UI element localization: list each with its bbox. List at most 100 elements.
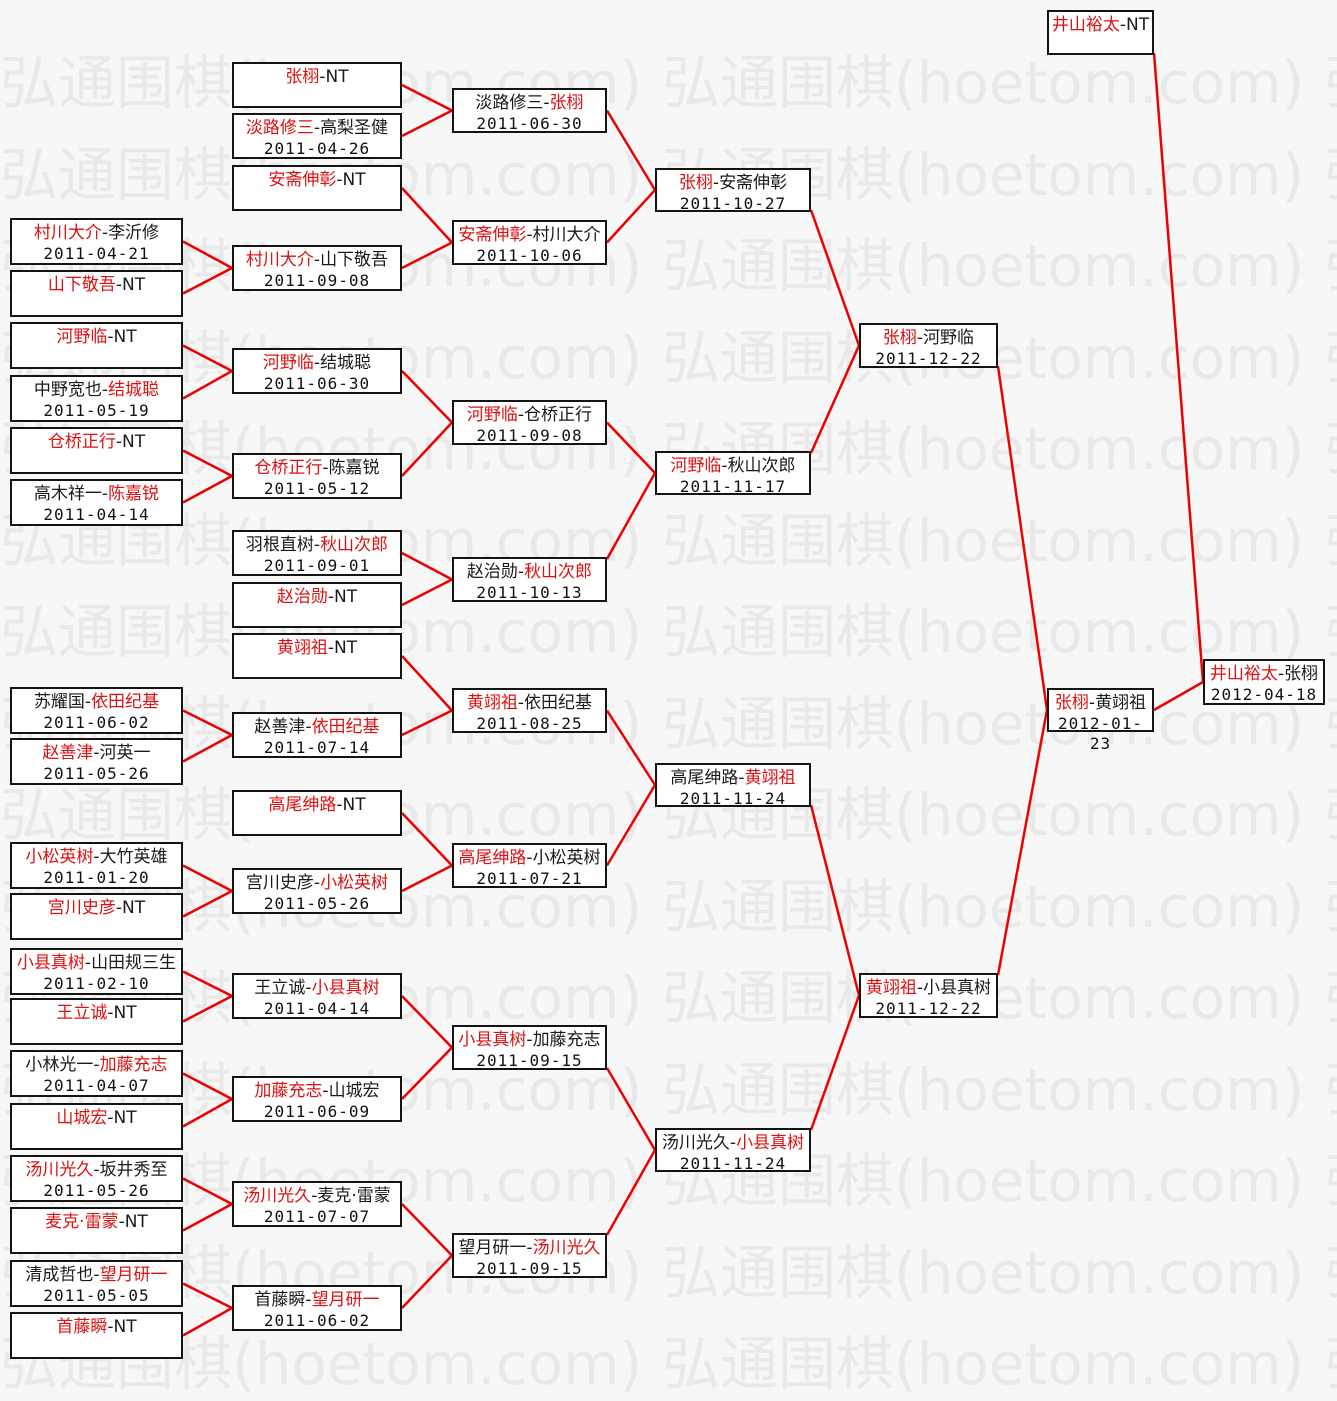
match-date: 2011-05-05 <box>43 1286 150 1305</box>
player1-name: 小县真树 <box>16 953 85 973</box>
match-box-a16: 麦克·雷蒙-NT <box>10 1207 183 1254</box>
players-separator: - <box>916 978 924 998</box>
match-box-e2[interactable]: 黄翊祖-小县真树 2011-12-22 <box>859 973 998 1018</box>
match-box-b15[interactable]: 汤川光久-麦克·雷蒙 2011-07-07 <box>232 1181 402 1227</box>
players-separator: - <box>517 405 525 425</box>
match-box-a1[interactable]: 村川大介-李沂修 2011-04-21 <box>10 218 183 265</box>
match-box-b2[interactable]: 淡路修三-高梨圣健 2011-04-26 <box>232 113 402 159</box>
match-box-b7[interactable]: 羽根直树-秋山次郎 2011-09-01 <box>232 530 402 576</box>
players-separator: - <box>107 1317 114 1337</box>
player1-name: 仓桥正行 <box>254 458 323 478</box>
player2-name: 依田纪基 <box>311 717 380 737</box>
player1-name: 苏耀国 <box>33 692 85 712</box>
player2-name: 黄翊祖 <box>744 768 796 788</box>
player1-name: 赵善津 <box>254 717 306 737</box>
match-box-b13[interactable]: 王立诚-小县真树 2011-04-14 <box>232 973 402 1019</box>
player2-name: 结城聪 <box>108 380 160 400</box>
match-date: 2011-05-26 <box>43 1181 150 1200</box>
match-box-d1[interactable]: 张栩-安斋伸彰 2011-10-27 <box>655 168 811 213</box>
match-box-c1[interactable]: 淡路修三-张栩 2011-06-30 <box>452 88 607 133</box>
match-players: 汤川光久-小县真树 <box>657 1133 809 1154</box>
players-separator: - <box>712 173 720 193</box>
match-box-c8[interactable]: 望月研一-汤川光久 2011-09-15 <box>452 1233 607 1278</box>
match-box-b1: 张栩-NT <box>232 62 402 108</box>
player1-name: 张栩 <box>678 173 713 193</box>
players-separator: - <box>84 953 92 973</box>
match-box-a17[interactable]: 清成哲也-望月研一 2011-05-05 <box>10 1260 183 1307</box>
match-box-d3[interactable]: 高尾绅路-黄翊祖 2011-11-24 <box>655 763 811 808</box>
match-box-b4[interactable]: 村川大介-山下敬吾 2011-09-08 <box>232 245 402 291</box>
connector-line <box>401 109 453 138</box>
player1-name: 安斋伸彰 <box>268 170 337 190</box>
match-box-b6[interactable]: 仓桥正行-陈嘉锐 2011-05-12 <box>232 453 402 499</box>
player1-name: 黄翊祖 <box>865 978 917 998</box>
match-players: 宫川史彦-NT <box>12 898 181 919</box>
match-box-b10[interactable]: 赵善津-依田纪基 2011-07-14 <box>232 712 402 758</box>
connector-line <box>606 189 656 244</box>
match-date: 2011-06-02 <box>43 713 150 732</box>
match-date: 2011-10-13 <box>476 583 583 602</box>
match-box-a6[interactable]: 高木祥一-陈嘉锐 2011-04-14 <box>10 479 183 526</box>
match-box-f2[interactable]: 张栩-黄翊祖 2012-01-23 <box>1047 688 1154 753</box>
player1-name: 河野临 <box>670 456 722 476</box>
player1-name: 安斋伸彰 <box>458 225 527 245</box>
player2-name: 依田纪基 <box>524 693 593 713</box>
match-box-g1[interactable]: 井山裕太-张栩 2012-04-18 <box>1203 659 1325 705</box>
player1-name: 黄翊祖 <box>466 693 518 713</box>
match-box-e1[interactable]: 张栩-河野临 2011-12-22 <box>859 323 998 368</box>
match-box-c2[interactable]: 安斋伸彰-村川大介 2011-10-06 <box>452 220 607 265</box>
match-box-c4[interactable]: 赵治勋-秋山次郎 2011-10-13 <box>452 557 607 602</box>
connector-line <box>605 1067 657 1151</box>
match-date: 2011-09-15 <box>476 1259 583 1278</box>
match-box-c3[interactable]: 河野临-仓桥正行 2011-09-08 <box>452 400 607 445</box>
match-box-b5[interactable]: 河野临-结城聪 2011-06-30 <box>232 348 402 394</box>
match-date: 2011-04-14 <box>43 505 150 524</box>
match-box-d2[interactable]: 河野临-秋山次郎 2011-11-17 <box>655 451 811 496</box>
match-box-c7[interactable]: 小县真树-加藤充志 2011-09-15 <box>452 1025 607 1070</box>
player2-name: NT <box>122 275 146 295</box>
players-separator: - <box>327 587 335 607</box>
players-separator: - <box>115 432 123 452</box>
match-players: 河野临-仓桥正行 <box>454 405 605 426</box>
player1-name: 羽根直树 <box>245 535 314 555</box>
connector-line <box>996 709 1049 976</box>
match-players: 宫川史彦-小松英树 <box>234 873 400 894</box>
match-box-b16[interactable]: 首藤瞬-望月研一 2011-06-02 <box>232 1285 402 1331</box>
match-date: 2011-12-22 <box>875 999 982 1018</box>
match-box-c6[interactable]: 高尾绅路-小松英树 2011-07-21 <box>452 843 607 888</box>
match-players: 中野宽也-结城聪 <box>12 380 181 401</box>
match-box-b12[interactable]: 宫川史彦-小松英树 2011-05-26 <box>232 868 402 914</box>
match-box-a11[interactable]: 小县真树-山田规三生 2011-02-10 <box>10 948 183 995</box>
connector-line <box>182 709 233 737</box>
connector-line <box>401 370 453 424</box>
player2-name: NT <box>1126 15 1150 35</box>
match-box-d4[interactable]: 汤川光久-小县真树 2011-11-24 <box>655 1128 811 1173</box>
player2-name: 陈嘉锐 <box>328 458 380 478</box>
match-box-a15[interactable]: 汤川光久-坂井秀至 2011-05-26 <box>10 1155 183 1202</box>
match-box-a9[interactable]: 小松英树-大竹英雄 2011-01-20 <box>10 842 183 889</box>
players-separator: - <box>118 1212 125 1232</box>
player2-name: 加藤充志 <box>532 1030 601 1050</box>
match-box-c5[interactable]: 黄翊祖-依田纪基 2011-08-25 <box>452 688 607 733</box>
match-players: 张栩-安斋伸彰 <box>657 173 809 194</box>
match-date: 2011-10-06 <box>476 246 583 265</box>
player2-name: 秋山次郎 <box>320 535 389 555</box>
match-box-a13[interactable]: 小林光一-加藤充志 2011-04-07 <box>10 1050 183 1097</box>
match-box-a8[interactable]: 赵善津-河英一 2011-05-26 <box>10 738 183 785</box>
match-box-a4[interactable]: 中野宽也-结城聪 2011-05-19 <box>10 375 183 422</box>
match-players: 村川大介-山下敬吾 <box>234 250 400 271</box>
player2-name: NT <box>122 898 146 918</box>
player2-name: NT <box>334 587 358 607</box>
players-separator: - <box>1119 15 1127 35</box>
player1-name: 汤川光久 <box>25 1160 94 1180</box>
connector-line <box>182 1072 233 1101</box>
match-players: 清成哲也-望月研一 <box>12 1265 181 1286</box>
connector-line <box>182 1202 233 1232</box>
player2-name: NT <box>122 432 146 452</box>
player1-name: 望月研一 <box>458 1238 527 1258</box>
players-separator: - <box>313 353 321 373</box>
match-box-b14[interactable]: 加藤充志-山城宏 2011-06-09 <box>232 1076 402 1122</box>
player2-name: 望月研一 <box>311 1290 380 1310</box>
match-box-a7[interactable]: 苏耀国-依田纪基 2011-06-02 <box>10 687 183 734</box>
players-separator: - <box>93 1160 100 1180</box>
